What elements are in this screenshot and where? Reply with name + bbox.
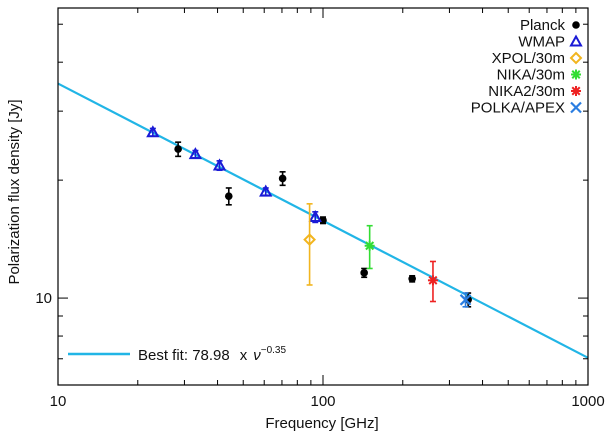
x-tick-label: 10 — [50, 393, 67, 410]
nika2-30m-point — [427, 275, 438, 286]
legend-marker-nika2-30m — [571, 86, 581, 96]
wmap-point — [188, 147, 203, 160]
wmap-point — [259, 184, 273, 197]
legend-marker-nika-30m — [571, 69, 581, 80]
series-xpol-30m — [303, 203, 317, 286]
legend: PlanckWMAPXPOL/30mNIKA/30mNIKA2/30mPOLKA… — [471, 17, 583, 117]
series-planck — [174, 141, 472, 308]
fit-legend-exponent: −0.35 — [261, 345, 287, 356]
planck-point — [278, 174, 287, 183]
legend-marker-planck — [572, 21, 580, 29]
planck-point — [360, 269, 368, 277]
x-tick-label: 1000 — [571, 393, 604, 410]
legend-label-polka-apex: POLKA/APEX — [471, 100, 565, 117]
fit-legend-nu: ν — [253, 347, 261, 364]
plot-area — [57, 82, 589, 359]
series-polka-apex — [459, 292, 472, 308]
y-tick-label: 10 — [35, 290, 52, 307]
planck-point — [319, 216, 327, 225]
legend-label-wmap: WMAP — [518, 34, 565, 51]
series-wmap — [146, 125, 322, 224]
wmap-point — [212, 158, 227, 171]
legend-label-xpol-30m: XPOL/30m — [492, 50, 565, 67]
legend-marker-xpol-30m — [569, 51, 583, 65]
legend-marker-nika-30m-d2 — [571, 70, 581, 79]
planck-point — [174, 145, 182, 153]
series-nika2-30m — [427, 260, 438, 303]
planck-point — [408, 274, 416, 283]
nika2-30m-point-d2 — [428, 275, 438, 285]
series-nika-30m — [364, 224, 375, 270]
fit-legend-coefficient: 78.98 — [192, 347, 230, 364]
polka-apex-point-d2 — [459, 294, 472, 306]
legend-label-planck: Planck — [520, 17, 566, 34]
legend-marker-nika2-30m-d2 — [571, 86, 581, 96]
nika-30m-point-d2 — [365, 241, 375, 251]
legend-marker-wmap — [569, 34, 583, 47]
legend-label-nika2-30m: NIKA2/30m — [488, 83, 565, 100]
x-axis-label: Frequency [GHz] — [265, 415, 378, 432]
legend-label-nika-30m: NIKA/30m — [497, 67, 565, 84]
planck-point — [224, 192, 233, 200]
wmap-point — [308, 209, 322, 223]
wmap-point — [146, 125, 160, 138]
nika-30m-point — [364, 240, 375, 251]
fit-legend-prefix: Best fit: — [138, 347, 192, 364]
y-axis-label: Polarization flux density [Jy] — [6, 99, 23, 284]
x-tick-label: 100 — [310, 393, 335, 410]
polka-apex-point — [459, 294, 472, 306]
fit-legend-times: x — [240, 347, 248, 364]
legend-marker-polka-apex-d2 — [570, 101, 582, 114]
legend-marker-polka-apex — [570, 101, 582, 114]
axes: 10 100 1000 10 — [35, 8, 605, 410]
fit-legend: Best fit: 78.98 x ν−0.35 — [68, 345, 286, 364]
xpol-30m-point — [303, 233, 317, 247]
